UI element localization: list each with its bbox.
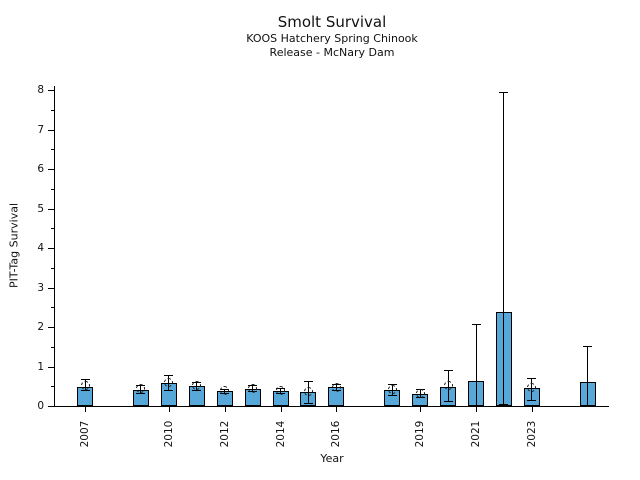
x-tick-2014 — [280, 407, 282, 412]
y-minor-tick-7.5 — [51, 109, 54, 111]
point-marker-2009 — [136, 384, 146, 394]
y-tick-label-3: 3 — [37, 281, 44, 294]
chart-title: Smolt Survival — [277, 13, 387, 31]
y-tick-7 — [48, 129, 54, 131]
point-marker-2011 — [192, 380, 202, 390]
error-cap-top-2007 — [80, 379, 90, 381]
error-cap-top-2018 — [387, 384, 397, 386]
error-cap-top-2015 — [303, 380, 313, 382]
y-minor-tick-1.5 — [51, 346, 54, 348]
error-cap-bottom-2007 — [80, 390, 90, 392]
y-minor-tick-2.5 — [51, 307, 54, 309]
point-marker-2018 — [387, 385, 397, 395]
x-tick-2007 — [85, 407, 86, 412]
error-cap-top-2025 — [583, 345, 593, 347]
y-tick-label-6: 6 — [37, 163, 44, 175]
point-marker-2023 — [527, 382, 537, 392]
x-tick-2023 — [531, 407, 533, 412]
x-tick-label-2021: 2021 — [470, 420, 483, 448]
x-tick-2010 — [168, 407, 170, 412]
error-bar-2025 — [587, 345, 589, 406]
y-tick-5 — [48, 208, 54, 210]
error-cap-top-2010 — [164, 374, 174, 376]
point-marker-2010 — [164, 377, 174, 387]
y-minor-tick-6.5 — [51, 149, 54, 151]
point-marker-2014 — [276, 386, 285, 396]
error-cap-bottom-2023 — [527, 400, 537, 402]
y-tick-8 — [48, 90, 54, 91]
error-cap-bottom-2021 — [471, 404, 481, 406]
error-cap-top-2022 — [499, 91, 509, 93]
x-tick-label-2007: 2007 — [79, 420, 91, 448]
error-bar-2021 — [475, 323, 477, 405]
y-tick-label-7: 7 — [37, 123, 44, 136]
error-cap-top-2020 — [443, 370, 453, 372]
error-cap-bottom-2022 — [499, 404, 509, 406]
x-tick-label-2019: 2019 — [414, 420, 427, 448]
y-tick-label-0: 0 — [37, 400, 44, 412]
x-tick-label-2010: 2010 — [162, 420, 175, 448]
point-marker-2012 — [220, 386, 230, 396]
point-marker-2015 — [303, 386, 313, 396]
y-minor-tick-3.5 — [51, 267, 54, 269]
error-cap-bottom-2015 — [303, 403, 313, 405]
y-tick-label-5: 5 — [37, 202, 44, 215]
x-tick-label-2023: 2023 — [525, 420, 538, 448]
x-tick-2019 — [420, 407, 422, 412]
x-tick-2016 — [336, 407, 338, 412]
y-minor-tick-5.5 — [51, 188, 54, 190]
x-axis-label: Year — [320, 452, 344, 465]
error-bar-2022 — [503, 91, 505, 405]
x-tick-2021 — [476, 407, 478, 412]
y-minor-tick-4.5 — [51, 228, 54, 230]
error-cap-bottom-2018 — [387, 395, 397, 397]
y-tick-label-1: 1 — [37, 360, 44, 373]
error-cap-bottom-2020 — [443, 401, 453, 403]
y-tick-4 — [48, 248, 54, 249]
error-cap-bottom-2009 — [136, 392, 146, 394]
point-marker-2020 — [443, 381, 453, 391]
y-tick-label-2: 2 — [37, 321, 44, 333]
y-minor-tick-0.5 — [51, 386, 54, 388]
error-cap-top-2023 — [527, 377, 537, 379]
y-tick-3 — [48, 287, 54, 289]
point-marker-2016 — [331, 382, 341, 392]
point-marker-2013 — [248, 383, 258, 393]
error-cap-top-2021 — [471, 323, 481, 325]
x-tick-2012 — [224, 407, 226, 412]
y-tick-label-4: 4 — [37, 242, 44, 254]
chart-subtitle-2: Release - McNary Dam — [269, 46, 395, 59]
x-tick-label-2012: 2012 — [218, 420, 231, 448]
y-tick-1 — [48, 366, 54, 368]
y-tick-0 — [48, 406, 54, 407]
error-cap-bottom-2010 — [164, 389, 174, 391]
y-tick-6 — [48, 169, 54, 170]
chart-subtitle-1: KOOS Hatchery Spring Chinook — [246, 32, 418, 45]
x-tick-label-2016: 2016 — [330, 420, 343, 448]
point-marker-2019 — [415, 388, 425, 398]
point-marker-2007 — [80, 380, 90, 390]
x-tick-label-2014: 2014 — [274, 420, 287, 448]
x-axis-spine — [54, 406, 609, 407]
y-tick-label-8: 8 — [37, 84, 44, 96]
error-cap-bottom-2011 — [192, 389, 202, 391]
error-cap-bottom-2025 — [583, 405, 593, 407]
y-tick-2 — [48, 327, 54, 328]
y-axis-spine — [54, 86, 55, 406]
